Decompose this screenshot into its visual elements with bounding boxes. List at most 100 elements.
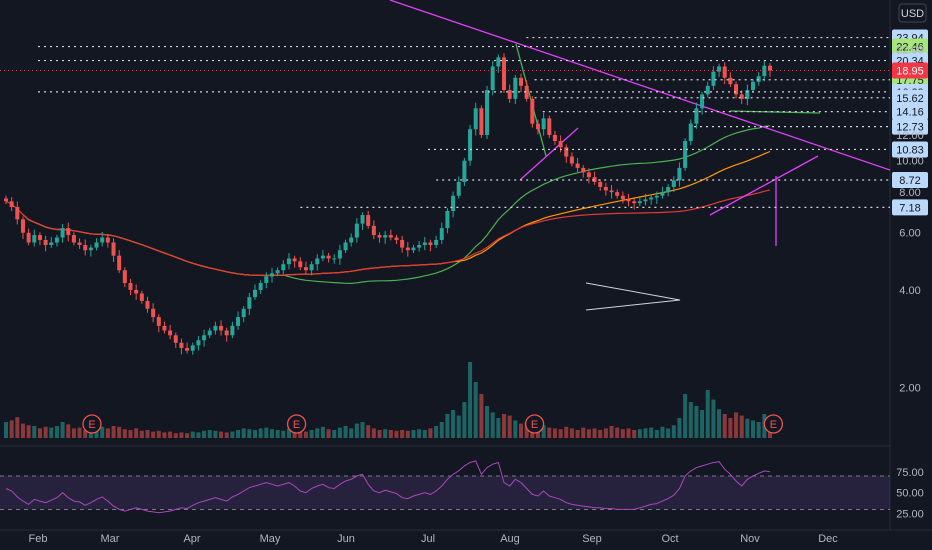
time-tick-label: Oct	[661, 533, 678, 545]
volume-bar	[303, 431, 308, 438]
candle-body	[722, 66, 727, 78]
candle-body	[315, 258, 320, 265]
volume-bar	[666, 428, 671, 438]
candle-body	[490, 66, 495, 91]
volume-bar	[145, 430, 150, 438]
candle-body	[609, 190, 614, 193]
volume-bar	[677, 418, 682, 438]
volume-bar	[241, 428, 246, 438]
rsi-band	[0, 475, 890, 510]
candle-body	[49, 242, 54, 246]
time-tick-label: Sep	[582, 533, 602, 545]
candle-body	[694, 108, 699, 124]
level-badge	[892, 199, 928, 216]
earnings-marker-label: E	[88, 419, 95, 431]
candle-body	[88, 247, 93, 251]
volume-bar	[37, 428, 42, 438]
candle-body	[281, 264, 286, 271]
volume-bar	[354, 423, 359, 438]
candle-body	[3, 198, 9, 202]
candle-body	[111, 242, 116, 256]
volume-bar	[734, 412, 739, 438]
volume-bar	[445, 414, 450, 438]
candle-body	[767, 65, 773, 71]
volume-bar	[168, 431, 173, 438]
candle-body	[122, 270, 127, 284]
volume-bar	[264, 427, 269, 438]
candle-body	[134, 289, 139, 294]
volume-bar	[9, 420, 14, 438]
volume-bar	[224, 432, 229, 438]
candle-body	[394, 237, 399, 240]
candle-body	[43, 239, 48, 246]
candle-body	[688, 123, 693, 141]
rsi-tick-label: 25.00	[896, 509, 924, 521]
volume-bar	[598, 430, 603, 438]
candle-body	[620, 195, 625, 200]
volume-bar	[626, 428, 631, 438]
candle-body	[728, 77, 733, 85]
volume-bar	[417, 429, 422, 438]
volume-bar	[292, 430, 297, 438]
volume-bar	[258, 428, 263, 438]
candle-body	[485, 90, 490, 135]
volume-bar	[320, 426, 325, 438]
level-badge	[892, 89, 928, 106]
candle-body	[592, 177, 597, 182]
price-tick-label: 8.00	[899, 187, 920, 199]
volume-bar	[456, 415, 461, 438]
price-tick-label: 6.00	[899, 228, 920, 240]
candle-body	[94, 242, 99, 248]
candle-body	[507, 90, 512, 99]
candle-body	[117, 255, 122, 271]
drawings	[5, 0, 891, 311]
volume-bar	[20, 423, 25, 438]
currency-badge[interactable]: USD	[898, 3, 927, 23]
volume-bar	[54, 426, 59, 438]
volume-bar	[394, 430, 399, 438]
candle-body	[360, 215, 365, 224]
candle-body	[207, 330, 212, 336]
volume-bar	[751, 420, 756, 438]
volume-bar	[83, 430, 88, 438]
candle-body	[156, 317, 161, 326]
candle-body	[60, 228, 65, 238]
candle-body	[26, 232, 31, 243]
earnings-marker	[763, 414, 784, 434]
candle-body	[37, 235, 42, 240]
level-badge-label: 15.62	[896, 93, 924, 105]
candle-body	[298, 261, 303, 268]
candle-body	[343, 242, 348, 251]
volume-bar	[377, 430, 382, 438]
candle-body	[439, 228, 444, 240]
candle-body	[236, 317, 241, 326]
time-tick-label: Nov	[740, 533, 760, 545]
volume-bar	[275, 430, 280, 438]
volume-bar	[94, 429, 99, 438]
volume-bar	[411, 430, 416, 438]
volume-bar	[162, 432, 167, 438]
candle-body	[337, 250, 342, 259]
volume-bar	[156, 430, 161, 438]
wedge-pattern	[585, 282, 681, 311]
candle-body	[711, 71, 716, 86]
volume-bar	[26, 425, 31, 438]
candle-body	[105, 237, 110, 243]
level-badge-label: 22.46	[896, 42, 924, 54]
candle-body	[320, 255, 325, 259]
candle-body	[190, 345, 195, 351]
rsi-tick-label: 75.00	[896, 467, 924, 479]
candle-body	[292, 258, 297, 262]
volume-bar	[558, 429, 563, 438]
candle-body	[9, 201, 14, 208]
volume-bar	[100, 426, 105, 438]
volume-bar	[422, 430, 427, 438]
current-price-label: 18.95	[896, 66, 924, 78]
candle-body	[547, 118, 552, 135]
candle-body	[388, 235, 393, 238]
volume-bar	[134, 428, 139, 438]
candle-body	[677, 167, 682, 181]
candle-body	[666, 186, 671, 193]
